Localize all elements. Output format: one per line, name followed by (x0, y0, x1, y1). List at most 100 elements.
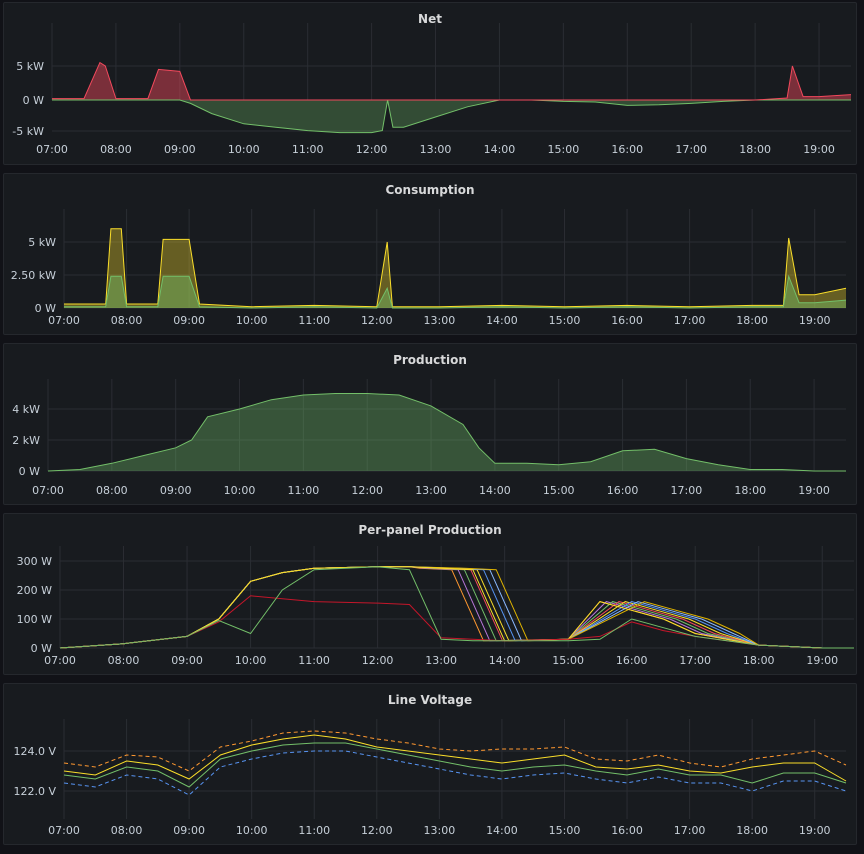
x-tick-label: 19:00 (803, 143, 835, 156)
x-tick-label: 12:00 (351, 484, 383, 497)
consumption-line-phase (64, 274, 847, 309)
per-panel-production-chart: 300 W 200 W 100 W 0 W07:00 08:00 09:00 10:00 11… (17, 546, 854, 667)
x-tick-label: 12:00 (356, 143, 388, 156)
x-tick-label: 10:00 (228, 143, 260, 156)
y-tick-label: 100 W (17, 613, 52, 626)
y-tick-label: 0 W (23, 94, 44, 107)
x-tick-label: 16:00 (616, 654, 648, 667)
x-tick-label: 16:00 (607, 484, 639, 497)
x-tick-label: 19:00 (806, 654, 838, 667)
production-chart: 4 kW 2 kW 0 W 07:00 08:00 09:00 10:00 11:00 12:0… (12, 379, 846, 497)
x-tick-label: 14:00 (486, 824, 518, 837)
x-tick-label: 15:00 (548, 143, 580, 156)
line-voltage-panel: Line Voltage 124.0 V 122.0 V 07:00 08:00 09:… (3, 683, 857, 845)
y-tick-label: 2.50 kW (11, 269, 56, 282)
x-tick-label: 09:00 (173, 314, 205, 327)
net-import-line (52, 61, 852, 101)
consumption-area-phase (64, 276, 846, 308)
y-tick-label: 4 kW (12, 403, 40, 416)
production-panel: Production 4 kW 2 kW 0 W 07:00 08:00 09:00 10:… (3, 343, 857, 505)
x-tick-label: 07:00 (48, 314, 80, 327)
net-export-area (52, 100, 851, 133)
panel-line-panel-early-drop (59, 566, 854, 649)
x-tick-label: 17:00 (675, 143, 707, 156)
voltage-line-phase-b (63, 730, 847, 772)
net-export-line (52, 99, 851, 134)
x-tick-label: 11:00 (298, 824, 330, 837)
x-tick-label: 07:00 (44, 654, 76, 667)
x-tick-label: 12:00 (362, 654, 394, 667)
x-tick-label: 19:00 (799, 824, 831, 837)
net-chart: 5 kW 0 W -5 kW 07:00 08:00 09:00 10:00 11:00 12:… (12, 23, 852, 156)
x-tick-label: 08:00 (100, 143, 132, 156)
x-tick-label: 14:00 (486, 314, 518, 327)
y-tick-label: 122.0 V (13, 785, 56, 798)
x-tick-label: 08:00 (111, 314, 143, 327)
x-tick-label: 10:00 (236, 824, 268, 837)
y-tick-label: 300 W (17, 555, 52, 568)
net-import-area (52, 62, 851, 100)
x-tick-label: 12:00 (361, 824, 393, 837)
x-tick-label: 14:00 (479, 484, 511, 497)
panel-line-6 (59, 566, 854, 649)
production-area (48, 393, 846, 471)
panel-title[interactable]: Per-panel Production (358, 523, 502, 537)
x-tick-label: 13:00 (424, 824, 456, 837)
y-tick-label: 0 W (19, 465, 40, 478)
x-tick-label: 07:00 (36, 143, 68, 156)
x-tick-label: 10:00 (236, 314, 268, 327)
panel-line-4 (59, 566, 854, 649)
voltage-line-phase-c-solid (63, 742, 847, 788)
y-tick-label: 5 kW (28, 236, 56, 249)
x-tick-label: 18:00 (736, 824, 768, 837)
x-tick-label: 18:00 (739, 143, 771, 156)
y-tick-label: 200 W (17, 584, 52, 597)
y-tick-label: 2 kW (12, 434, 40, 447)
x-tick-label: 17:00 (671, 484, 703, 497)
panel-title[interactable]: Net (418, 12, 442, 26)
x-tick-label: 11:00 (288, 484, 320, 497)
y-tick-label: 0 W (31, 642, 52, 655)
x-tick-label: 09:00 (173, 824, 205, 837)
x-tick-label: 15:00 (549, 314, 581, 327)
x-tick-label: 12:00 (361, 314, 393, 327)
x-tick-label: 13:00 (415, 484, 447, 497)
production-line (47, 393, 846, 472)
y-tick-label: 5 kW (16, 60, 44, 73)
x-tick-label: 08:00 (108, 654, 140, 667)
x-tick-label: 14:00 (489, 654, 521, 667)
consumption-chart: 5 kW 2.50 kW 0 W07:00 08:00 09:00 10:00 11:00 1… (11, 209, 847, 327)
panel-line-2 (59, 566, 854, 649)
x-tick-label: 16:00 (611, 314, 643, 327)
x-tick-label: 13:00 (420, 143, 452, 156)
x-tick-label: 13:00 (424, 314, 456, 327)
x-tick-label: 09:00 (164, 143, 196, 156)
x-tick-label: 10:00 (224, 484, 256, 497)
x-tick-label: 17:00 (674, 314, 706, 327)
panel-line-7 (59, 566, 854, 649)
x-tick-label: 18:00 (736, 314, 768, 327)
x-tick-label: 19:00 (798, 484, 830, 497)
panel-title[interactable]: Consumption (385, 183, 475, 197)
panel-title[interactable]: Line Voltage (387, 693, 473, 707)
x-tick-label: 15:00 (552, 654, 584, 667)
panel-line-0 (59, 566, 854, 649)
y-tick-label: 124.0 V (13, 745, 56, 758)
x-tick-label: 17:00 (674, 824, 706, 837)
x-tick-label: 15:00 (549, 824, 581, 837)
x-tick-label: 08:00 (111, 824, 143, 837)
x-tick-label: 16:00 (611, 143, 643, 156)
panel-line-5 (59, 566, 854, 649)
x-tick-label: 10:00 (235, 654, 267, 667)
y-tick-label: -5 kW (12, 125, 44, 138)
x-tick-label: 07:00 (48, 824, 80, 837)
consumption-panel: Consumption 5 kW 2.50 kW 0 W 07:00 08:00 09:0… (3, 173, 857, 335)
x-tick-label: 08:00 (96, 484, 128, 497)
voltage-line-phase-c (63, 750, 847, 796)
x-tick-label: 11:00 (292, 143, 324, 156)
panel-line-panel-max (59, 566, 854, 649)
panel-title[interactable]: Production (393, 353, 467, 367)
x-tick-label: 11:00 (298, 314, 330, 327)
panel-line-1 (59, 566, 854, 649)
